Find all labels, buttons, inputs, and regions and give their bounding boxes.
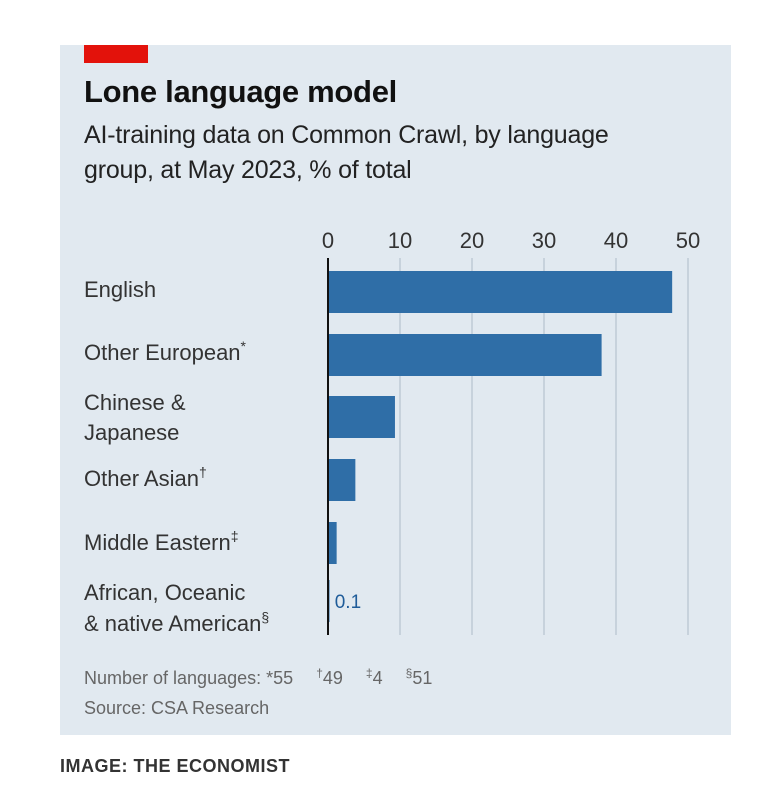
category-label-2-line-0: Chinese & [84, 390, 186, 415]
data-label-5: 0.1 [335, 592, 361, 613]
bar-0 [328, 271, 673, 313]
x-tick-label-50: 50 [676, 228, 700, 253]
source-note: Source: CSA Research [84, 698, 270, 718]
chart-footnotes: Number of languages: *55 †49 ‡4 §51 Sour… [84, 658, 450, 723]
footnote-african: §51 [405, 666, 433, 688]
bar-2 [328, 396, 395, 438]
footnote-european: *55 [266, 668, 294, 688]
chart-subtitle: AI-training data on Common Crawl, by lan… [84, 121, 609, 184]
image-credit: IMAGE: THE ECONOMIST [60, 756, 290, 776]
x-tick-label-0: 0 [322, 228, 334, 253]
category-label-4: Middle Eastern‡ [84, 528, 239, 555]
bar-4 [328, 522, 337, 564]
footnote-prefix: Number of languages: [84, 668, 262, 688]
category-label-1: Other European* [84, 338, 247, 365]
chart-card [60, 45, 731, 735]
footnote-asian: †49 [316, 666, 343, 688]
x-tick-label-30: 30 [532, 228, 556, 253]
language-count-note: Number of languages: *55 †49 ‡4 §51 [84, 658, 450, 693]
category-label-3: Other Asian† [84, 464, 207, 491]
bar-3 [328, 459, 356, 501]
category-label-0: English [84, 277, 156, 302]
category-label-5-line-0: African, Oceanic [84, 580, 245, 605]
category-label-2-line-1: Japanese [84, 420, 179, 445]
x-tick-label-20: 20 [460, 228, 484, 253]
brand-red-tag [84, 45, 148, 63]
chart-title: Lone language model [84, 74, 397, 109]
bar-1 [328, 334, 602, 376]
footnote-middle-eastern: ‡4 [365, 666, 383, 688]
x-tick-label-10: 10 [388, 228, 412, 253]
category-label-5-line-1: & native American§ [84, 609, 269, 636]
x-tick-label-40: 40 [604, 228, 628, 253]
